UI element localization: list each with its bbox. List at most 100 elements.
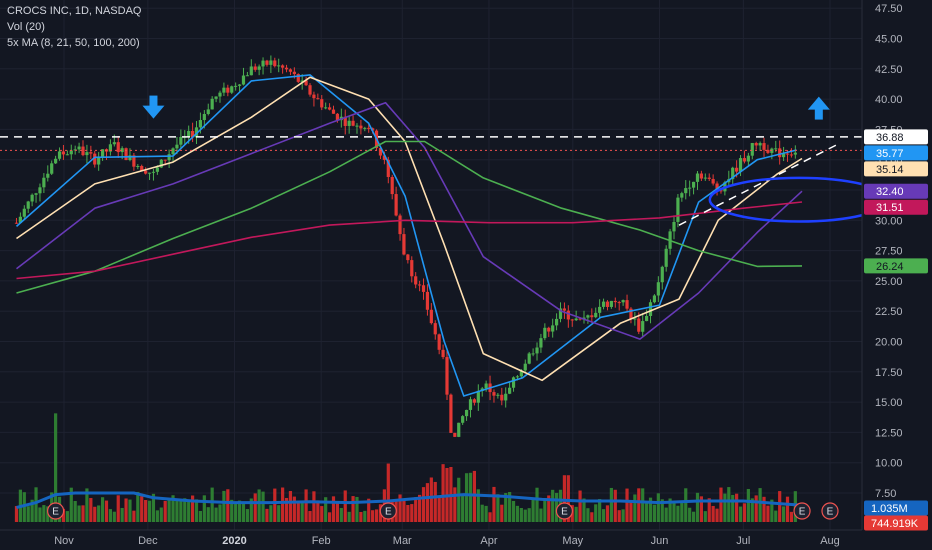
volume-bar — [605, 505, 610, 522]
candle — [601, 301, 606, 307]
time-tick-label: Aug — [820, 535, 840, 547]
candle — [77, 146, 81, 150]
volume-bar — [402, 500, 406, 522]
price-badge: 31.51 — [864, 199, 928, 215]
volume-bar — [226, 489, 230, 522]
volume-bar — [535, 487, 539, 522]
candle — [89, 152, 93, 154]
volume-bar — [515, 505, 520, 522]
volume-bar — [684, 488, 688, 522]
volume-bar — [789, 511, 794, 522]
price-badge-label: 31.51 — [876, 202, 904, 214]
candle — [605, 301, 610, 307]
candle — [50, 163, 54, 174]
candle — [320, 99, 324, 108]
volume-bar — [265, 508, 269, 522]
volume-bar — [609, 487, 613, 522]
candle — [394, 194, 398, 216]
price-badge-bg — [864, 183, 928, 199]
candle — [406, 254, 410, 261]
candle — [335, 113, 340, 121]
volume-badge-bg — [864, 500, 928, 516]
volume-bar — [480, 504, 484, 522]
candle — [316, 98, 320, 100]
time-tick-label: Nov — [54, 535, 74, 547]
candle — [296, 74, 300, 82]
candle — [742, 158, 747, 162]
candle — [202, 114, 206, 121]
down-arrow-icon — [142, 95, 165, 119]
candle — [543, 327, 547, 339]
price-tick-label: 17.50 — [875, 367, 903, 379]
candle — [703, 177, 707, 179]
volume-bar — [707, 498, 711, 522]
volume-bar — [34, 487, 38, 522]
earnings-circle — [821, 502, 839, 520]
candle — [781, 153, 786, 158]
candle — [308, 85, 312, 95]
candle — [85, 152, 89, 156]
price-badge: 36.88 — [864, 129, 928, 145]
candle — [402, 234, 406, 255]
candle — [648, 302, 653, 316]
candle — [116, 142, 120, 153]
candle — [273, 60, 277, 67]
candle — [656, 282, 660, 296]
candle — [539, 338, 543, 348]
candle — [617, 302, 621, 304]
price-tick-label: 10.00 — [875, 458, 903, 470]
volume-bar — [81, 505, 85, 522]
candle — [578, 318, 582, 320]
price-badge-label: 36.88 — [876, 132, 904, 144]
volume-bar — [331, 496, 336, 522]
candle — [100, 149, 105, 158]
volume-bar — [206, 507, 210, 522]
candle — [558, 308, 563, 319]
volume-bar — [735, 493, 739, 522]
candle — [257, 66, 261, 70]
candle — [61, 151, 66, 155]
candle — [785, 153, 790, 155]
volume-bar — [288, 491, 293, 522]
candle — [26, 201, 30, 209]
volume-bar — [645, 503, 649, 522]
candle — [629, 308, 633, 319]
candle — [97, 157, 101, 165]
volume-bar — [132, 510, 136, 522]
volume-bar — [648, 497, 653, 522]
volume-bar — [562, 475, 567, 522]
volume-bar — [234, 503, 238, 522]
candle — [594, 312, 598, 318]
volume-bar — [566, 475, 570, 522]
candle — [38, 187, 42, 194]
candle — [511, 377, 516, 388]
volume-bar — [410, 504, 414, 522]
candle — [124, 148, 128, 161]
volume-bar — [625, 488, 629, 522]
candle — [645, 315, 649, 322]
price-tick-label: 20.00 — [875, 337, 903, 349]
volume-bar — [163, 500, 167, 522]
volume-bar — [386, 463, 390, 522]
volume-bar — [437, 497, 441, 522]
volume-bar — [774, 510, 778, 522]
volume-bar — [750, 498, 754, 522]
candle — [468, 399, 473, 410]
volume-bar — [652, 504, 657, 522]
volume-bar — [656, 493, 660, 522]
volume-bar — [26, 506, 30, 522]
candle — [382, 155, 386, 160]
volume-bar — [120, 507, 124, 522]
volume-bar — [277, 505, 281, 522]
volume-bar — [320, 506, 324, 522]
volume-bar — [230, 499, 234, 522]
candle — [312, 94, 316, 99]
volume-bar — [406, 505, 410, 522]
volume-bar — [492, 486, 496, 522]
candle — [527, 353, 531, 364]
ma-line-ma100 — [16, 140, 803, 294]
volume-bar — [347, 511, 351, 522]
earnings-circle — [47, 502, 65, 520]
volume-bar — [292, 496, 296, 522]
